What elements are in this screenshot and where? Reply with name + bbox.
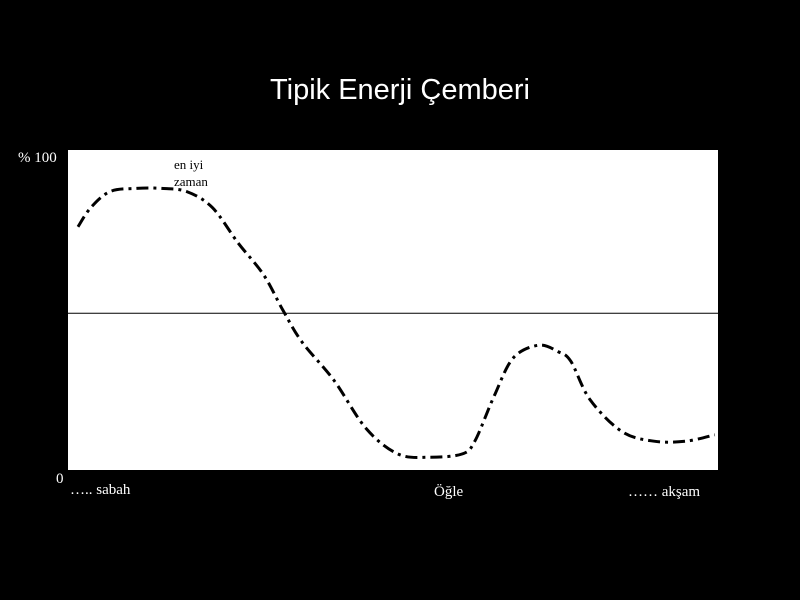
chart-svg — [68, 186, 718, 459]
y-axis-bottom-label: 0 — [56, 471, 64, 487]
x-label-evening: …… akşam — [628, 484, 701, 500]
x-label-morning: ….. sabah — [70, 482, 131, 498]
best-time-annotation: en iyi zaman — [174, 156, 208, 190]
chart-title: Tipik Enerji Çemberi — [270, 74, 530, 106]
y-axis-top-label: % 100 — [18, 150, 57, 166]
plot-area: en iyi zaman — [68, 150, 718, 470]
annotation-line-1: en iyi — [174, 157, 204, 172]
x-label-noon: Öğle — [434, 484, 464, 500]
annotation-line-2: zaman — [174, 174, 208, 189]
energy-curve-line — [76, 186, 716, 459]
